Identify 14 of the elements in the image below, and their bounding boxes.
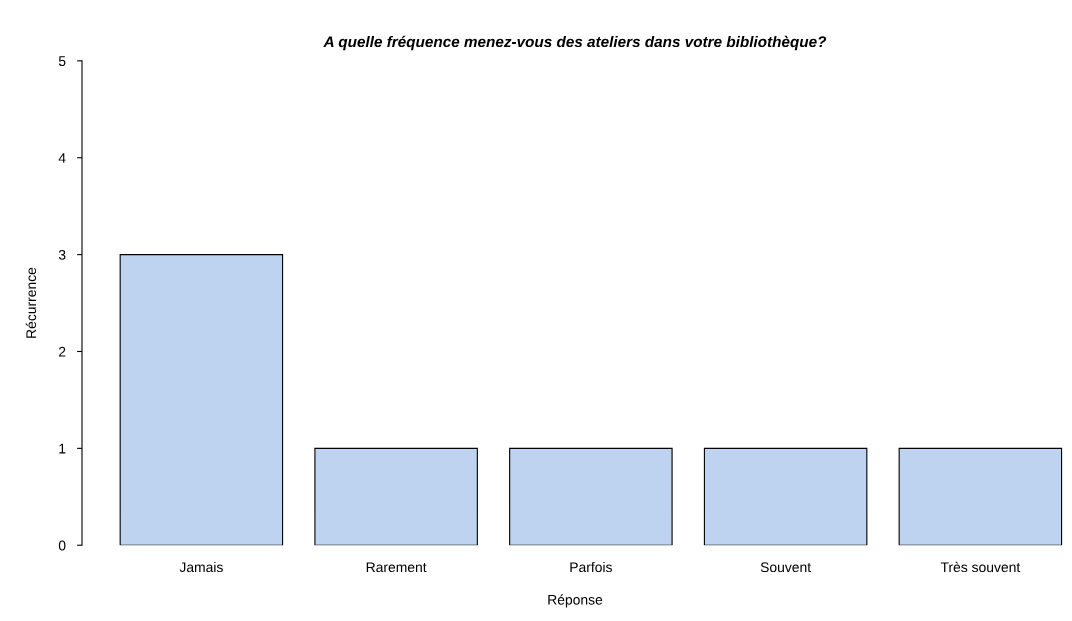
x-tick-label: Souvent [760,562,811,573]
x-tick-label: Jamais [179,561,223,573]
x-tick-label: Parfois [570,561,612,573]
y-tick-label: 0 [58,540,66,551]
y-tick-label: 5 [58,56,66,67]
y-tick-label: 4 [58,153,66,163]
y-tick-label: 2 [59,346,66,357]
y-tick-label: 3 [58,249,66,260]
x-tick-label: Rarement [366,562,427,573]
y-axis-title: Récurrence [25,267,37,338]
x-tick-label: Très souvent [940,561,1021,573]
chart-title: A quelle fréquence menez-vous des ateliers dans votre bibliothèque? [323,35,827,51]
x-axis-title: Réponse [548,594,603,608]
y-tick-label: 1 [59,443,66,454]
